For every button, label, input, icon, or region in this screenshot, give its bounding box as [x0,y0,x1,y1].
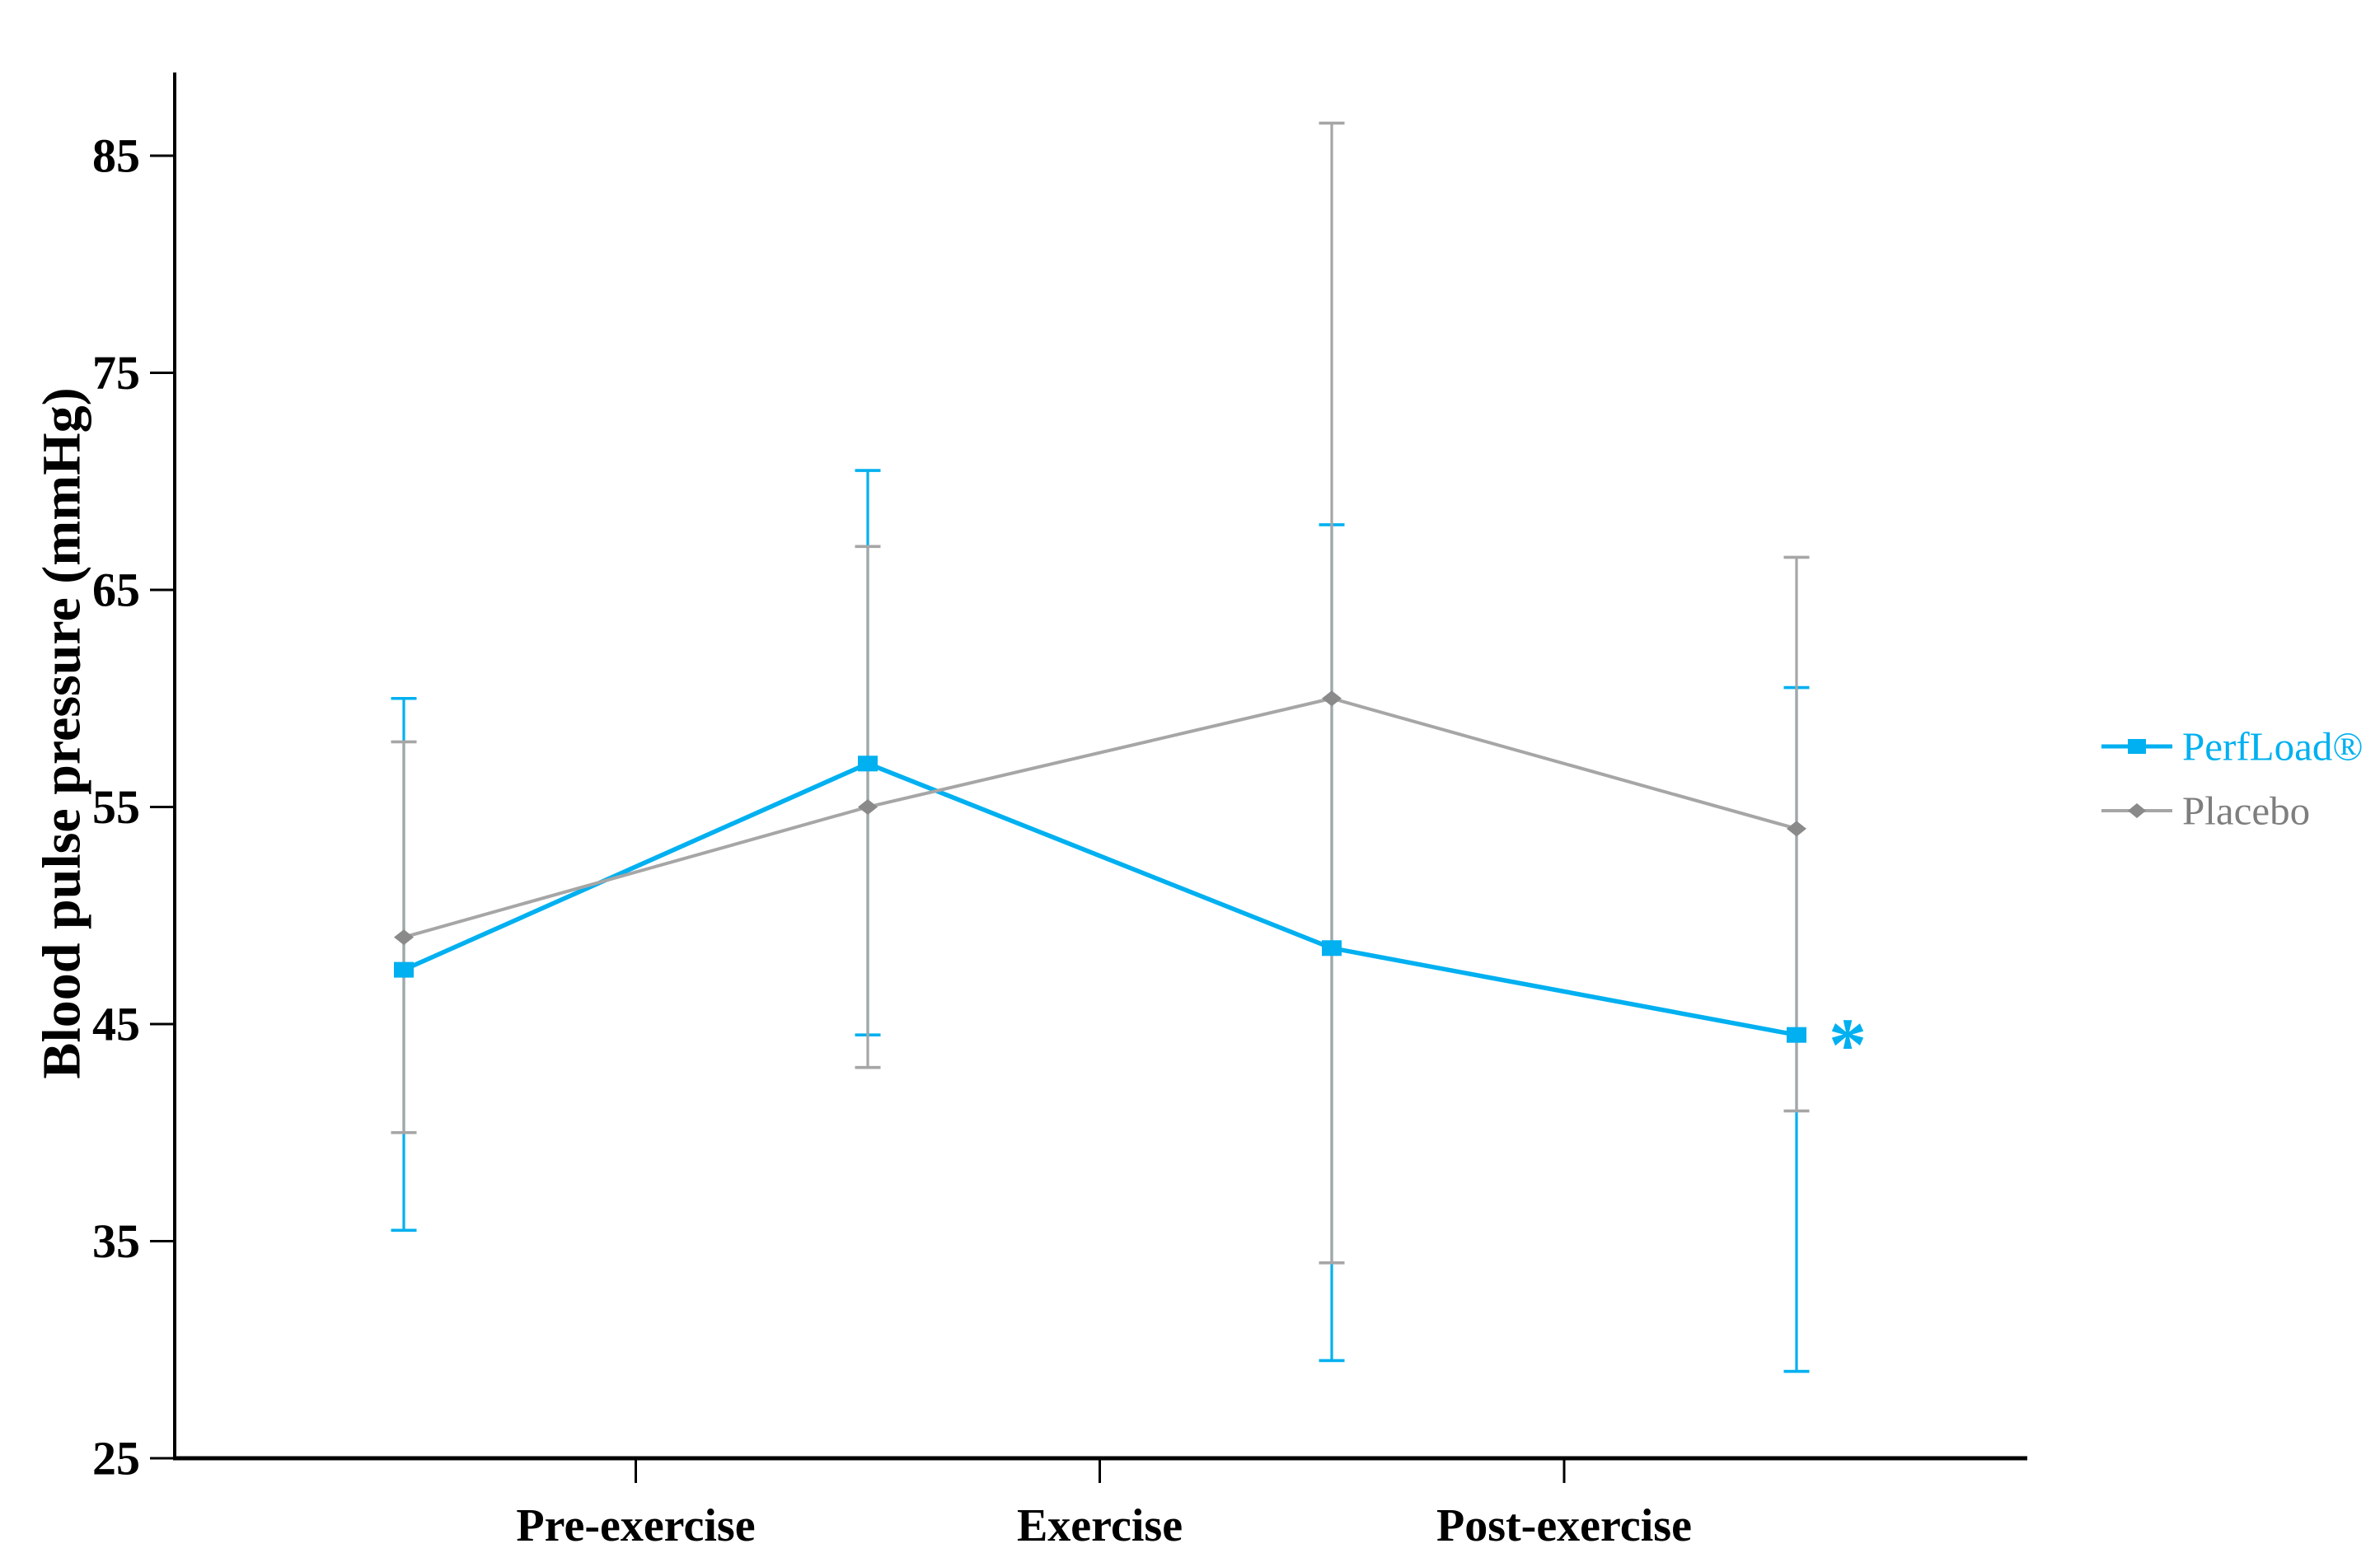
series-line-perfload [402,760,1797,1037]
marker-square-perfload [1787,1027,1806,1043]
significance-asterisk: * [1829,1003,1867,1087]
legend-marker-square [2128,739,2146,754]
y-tick-label: 25 [92,1432,140,1485]
x-axis-category-label: Post-exercise [1436,1500,1692,1551]
y-tick-label: 45 [92,998,140,1051]
marker-diamond-placebo [1322,690,1342,707]
x-axis-category-label: Pre-exercise [516,1500,755,1551]
legend-label-perfload: PerfLoad® [2182,724,2364,769]
legend-marker-diamond [2128,803,2146,818]
marker-square-perfload [1322,940,1342,957]
marker-square-perfload [858,755,878,772]
marker-diamond-placebo [858,799,878,815]
marker-diamond-placebo [394,929,414,946]
x-axis-category-label: Exercise [1017,1500,1183,1551]
marker-diamond-placebo [1787,821,1806,837]
y-axis-title: Blood pulse pressure (mmHg) [32,387,92,1078]
y-tick-label: 75 [92,346,140,400]
y-tick-label: 65 [92,564,140,617]
series-line-placebo [403,696,1797,939]
legend-label-placebo: Placebo [2182,788,2310,834]
y-tick-label: 35 [92,1214,140,1268]
y-tick-label: 55 [92,780,140,834]
marker-square-perfload [394,961,414,978]
y-tick-label: 85 [92,129,140,183]
